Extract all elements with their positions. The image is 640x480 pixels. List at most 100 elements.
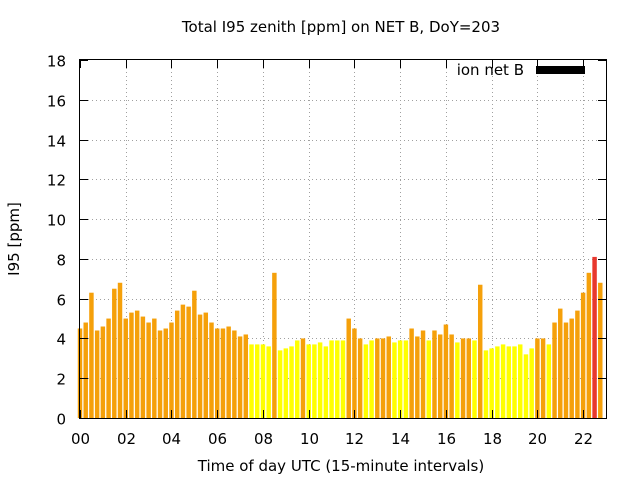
bar — [432, 330, 437, 418]
bar — [598, 282, 603, 418]
y-tick-label: 2 — [56, 371, 66, 389]
bar — [580, 292, 586, 418]
bar — [363, 344, 369, 418]
x-tick-label: 08 — [254, 430, 273, 448]
bar — [535, 338, 540, 418]
y-tick-label: 14 — [47, 133, 66, 151]
bar — [586, 272, 592, 418]
y-tick-label: 10 — [47, 212, 66, 230]
bar — [169, 322, 174, 418]
bar — [306, 344, 311, 418]
bar — [277, 350, 283, 418]
x-tick-label: 10 — [300, 430, 319, 448]
bar — [375, 338, 380, 418]
y-tick-label: 16 — [47, 93, 66, 111]
x-tick-label: 16 — [437, 430, 456, 448]
bar — [483, 350, 489, 418]
bar — [192, 290, 197, 418]
bar — [437, 334, 443, 418]
bar — [529, 348, 534, 418]
x-tick-label: 22 — [574, 430, 593, 448]
bar — [209, 322, 214, 418]
y-tick-label: 6 — [56, 292, 66, 310]
bar — [289, 346, 294, 418]
bar — [249, 344, 254, 418]
bar — [260, 344, 266, 418]
bar — [272, 272, 277, 418]
chart-title: Total I95 zenith [ppm] on NET B, DoY=203 — [181, 18, 500, 36]
bar — [466, 338, 472, 418]
ticks — [80, 60, 606, 419]
bar — [89, 292, 94, 418]
x-axis-label: Time of day UTC (15-minute intervals) — [197, 457, 484, 475]
bar — [174, 310, 180, 418]
bar — [455, 342, 460, 418]
bar — [106, 318, 111, 418]
bar — [317, 342, 323, 418]
bar — [163, 328, 168, 418]
bar — [157, 330, 163, 418]
bar — [134, 310, 140, 418]
bar — [369, 340, 374, 418]
bar — [226, 326, 231, 418]
bar — [123, 318, 128, 418]
bar — [323, 346, 329, 418]
bar — [112, 288, 117, 418]
x-tick-label: 14 — [391, 430, 410, 448]
y-tick-label: 4 — [56, 331, 66, 349]
bar — [540, 338, 546, 418]
x-tick-label: 12 — [345, 430, 364, 448]
y-tick-label: 18 — [47, 53, 66, 71]
x-tick-label: 18 — [483, 430, 502, 448]
bars — [77, 256, 603, 418]
bar — [506, 346, 512, 418]
bar — [500, 344, 506, 418]
bar — [460, 338, 466, 418]
bar — [477, 284, 483, 418]
bar — [83, 322, 88, 418]
plot-frame — [79, 59, 607, 419]
bar — [100, 326, 106, 418]
bar — [397, 340, 403, 418]
bar — [180, 304, 186, 418]
y-tick-label: 8 — [56, 252, 66, 270]
bar — [146, 322, 151, 418]
bar — [94, 330, 100, 418]
bar — [415, 336, 420, 418]
bar — [237, 336, 243, 418]
bar — [563, 322, 569, 418]
x-tick-label: 06 — [208, 430, 227, 448]
bar — [300, 338, 306, 418]
bar — [352, 328, 357, 418]
legend-label: ion net B — [457, 61, 524, 79]
bar — [295, 340, 300, 418]
y-axis-label: I95 [ppm] — [5, 202, 23, 276]
bar — [232, 330, 237, 418]
bar — [512, 346, 517, 418]
bar — [518, 344, 523, 418]
bar — [283, 348, 289, 418]
bar — [449, 334, 454, 418]
bar — [569, 318, 574, 418]
bar — [312, 344, 317, 418]
bar — [380, 338, 386, 418]
bar — [243, 334, 249, 418]
bar — [197, 314, 203, 418]
bar — [340, 340, 346, 418]
x-tick-label: 02 — [117, 430, 136, 448]
bar — [426, 340, 431, 418]
bar — [489, 348, 494, 418]
bar — [495, 346, 500, 418]
y-tick-label: 0 — [56, 411, 66, 429]
bar — [558, 308, 563, 418]
bar — [220, 328, 226, 418]
bar — [420, 330, 426, 418]
bar — [552, 322, 557, 418]
bar — [152, 318, 157, 418]
bar — [329, 340, 334, 418]
bar — [472, 340, 477, 418]
bar — [117, 282, 123, 418]
x-tick-label: 00 — [71, 430, 90, 448]
bar — [203, 312, 209, 418]
